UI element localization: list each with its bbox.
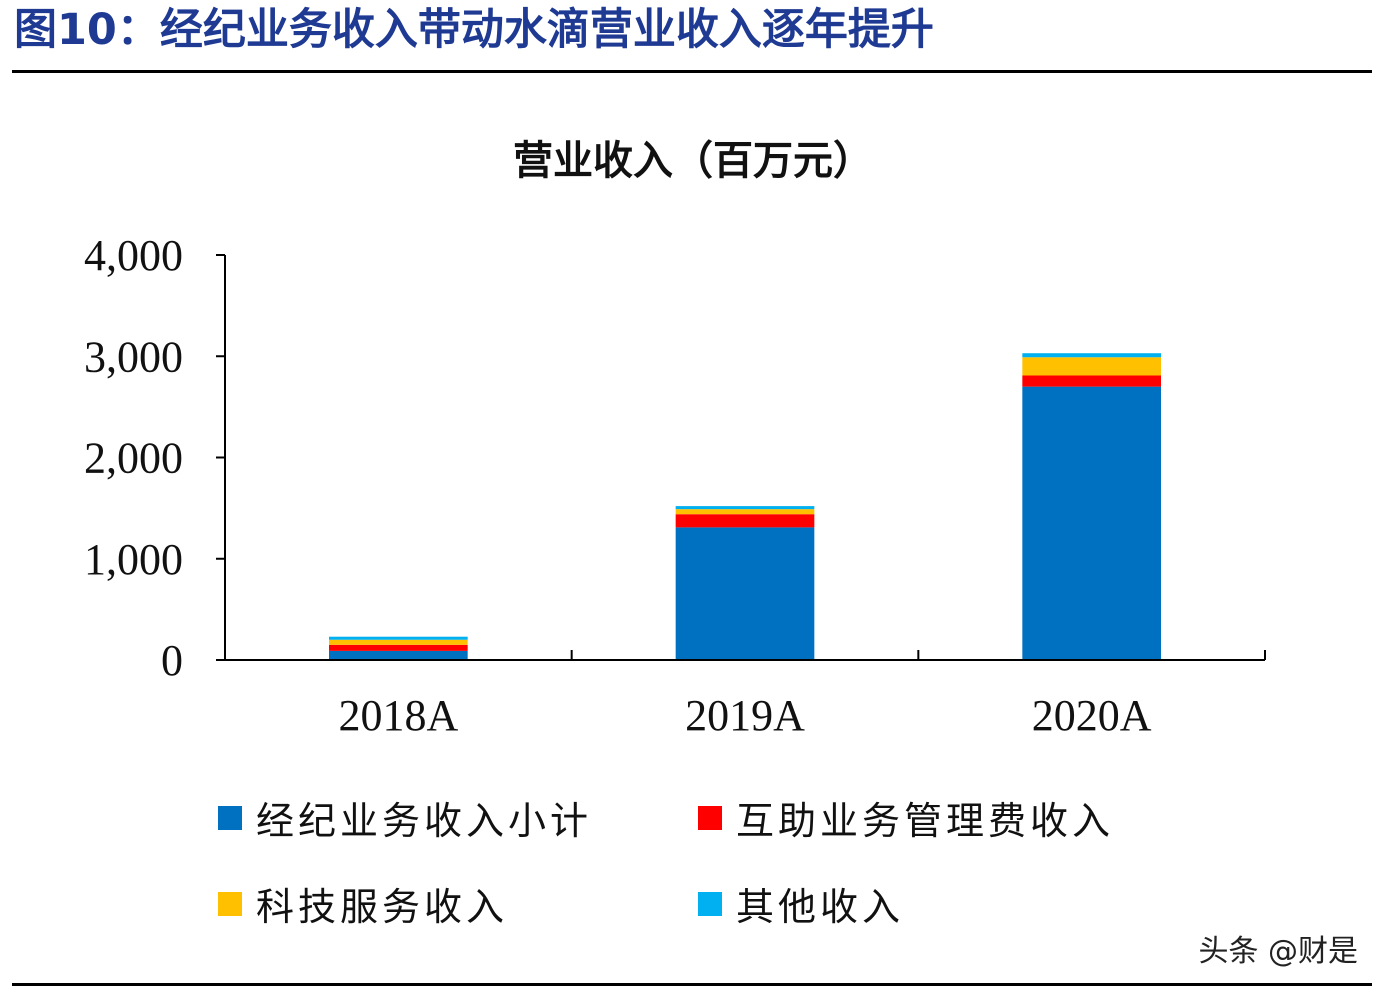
x-tick-label: 2019A (685, 691, 805, 740)
bottom-rule (12, 983, 1372, 986)
bar-2019A-series-3 (675, 506, 815, 510)
legend-item-mutual-aid: 互助业务管理费收入 (698, 790, 1114, 845)
y-tick-label: 3,000 (84, 332, 183, 381)
legend-swatch-other (698, 891, 722, 916)
y-tick-label: 4,000 (84, 231, 183, 280)
bar-2018A-series-2 (329, 639, 468, 645)
legend-swatch-brokerage (218, 805, 242, 830)
bar-2019A-series-2 (675, 509, 815, 515)
top-rule (12, 70, 1372, 73)
bar-2018A-series-1 (329, 644, 468, 651)
x-tick-label: 2020A (1032, 691, 1152, 740)
watermark: 头条 @财是 (1198, 934, 1358, 969)
bar-2020A-series-0 (1022, 386, 1161, 660)
bar-2018A-series-0 (329, 650, 468, 660)
bar-2020A-series-1 (1022, 375, 1161, 387)
figure-title: 图10：经纪业务收入带动水滴营业收入逐年提升 (14, 5, 934, 55)
bar-2019A-series-0 (675, 527, 815, 660)
legend-item-tech: 科技服务收入 (218, 876, 508, 931)
y-tick-label: 2,000 (84, 434, 183, 483)
x-tick-label: 2018A (338, 691, 458, 740)
y-tick-label: 0 (161, 636, 183, 685)
legend-label-brokerage: 经纪业务收入小计 (256, 799, 593, 843)
legend-item-other: 其他收入 (698, 876, 904, 931)
y-tick-label: 1,000 (84, 535, 183, 584)
bar-2020A-series-3 (1022, 353, 1161, 358)
bar-2019A-series-1 (675, 514, 815, 528)
bar-2020A-series-2 (1022, 357, 1161, 376)
legend-label-tech: 科技服务收入 (256, 885, 509, 929)
legend-item-brokerage: 经纪业务收入小计 (218, 790, 592, 845)
legend-label-mutual-aid: 互助业务管理费收入 (736, 799, 1115, 843)
chart-title: 营业收入（百万元） (513, 138, 873, 184)
legend-label-other: 其他收入 (736, 885, 905, 929)
legend-swatch-mutual-aid (698, 805, 722, 830)
legend-swatch-tech (218, 891, 242, 916)
bar-2018A-series-3 (329, 636, 468, 640)
